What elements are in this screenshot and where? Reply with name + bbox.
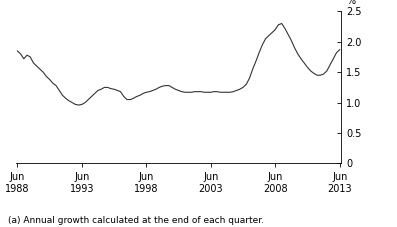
Text: (a) Annual growth calculated at the end of each quarter.: (a) Annual growth calculated at the end … xyxy=(8,216,264,225)
Text: %: % xyxy=(347,0,356,6)
